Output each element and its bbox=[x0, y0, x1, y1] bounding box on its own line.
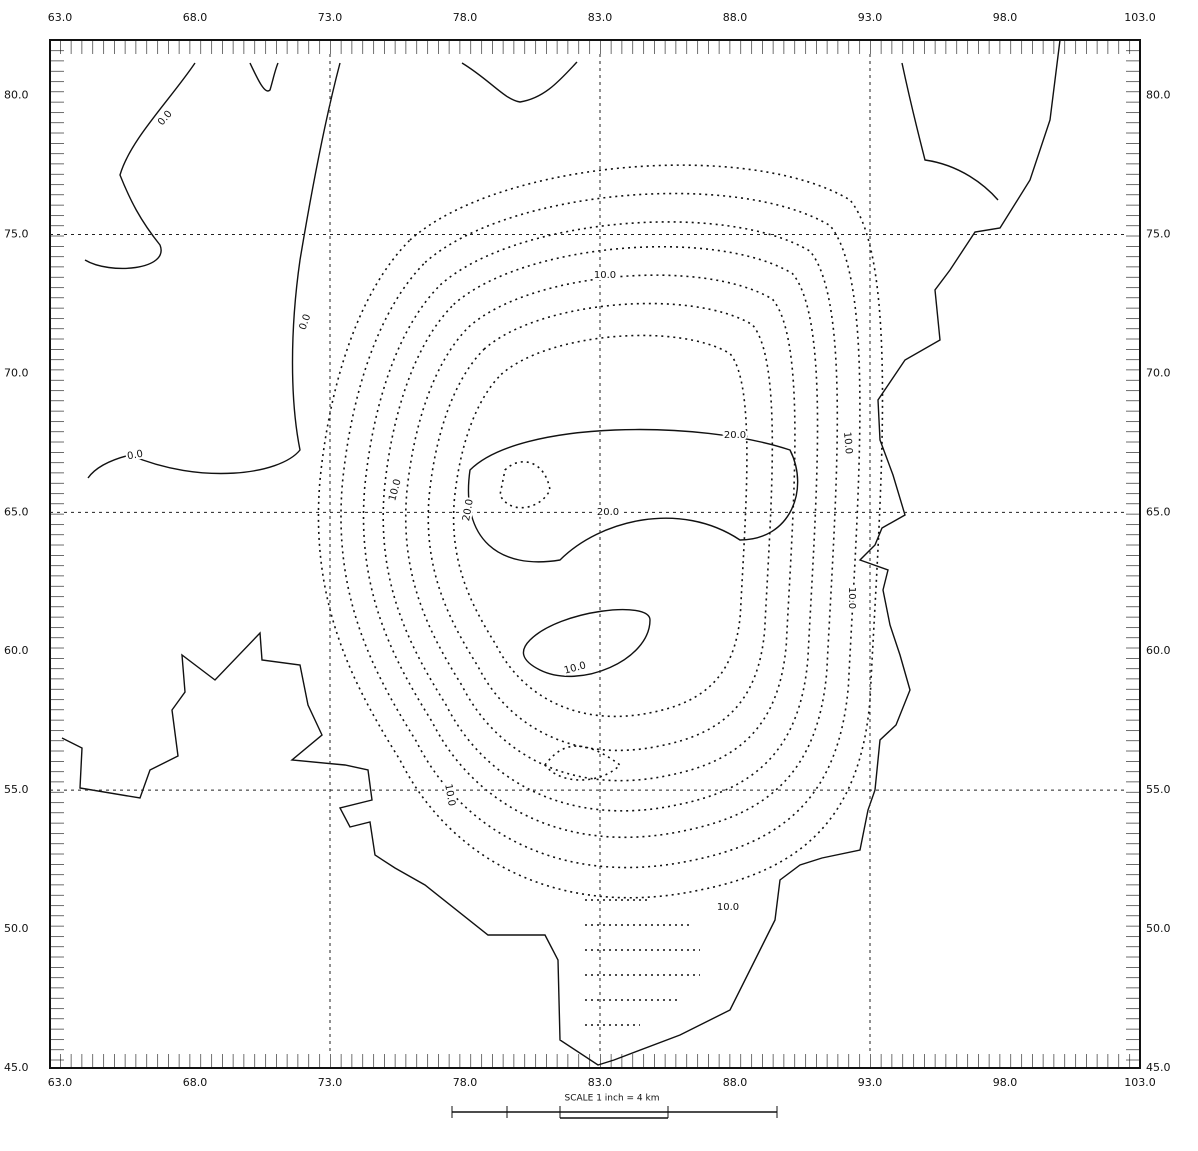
contour-line bbox=[545, 746, 620, 780]
contour-line bbox=[500, 462, 550, 508]
scale-bar: SCALE 1 inch = 4 km bbox=[452, 1094, 777, 1119]
ruler-bottom bbox=[50, 1054, 1140, 1068]
ruler-top bbox=[50, 40, 1140, 54]
scale-label: SCALE 1 inch = 4 km bbox=[565, 1094, 660, 1104]
contour-map: SCALE 1 inch = 4 km 63.0 63.0 68.0 68.0 73.0… bbox=[0, 0, 1198, 1147]
contour-label: 10.0 bbox=[594, 270, 616, 281]
contour-label: 10.0 bbox=[717, 902, 739, 913]
contour-label: 10.0 bbox=[841, 431, 854, 454]
x-tick-label: 78.0 bbox=[453, 1076, 478, 1089]
contour-line bbox=[250, 63, 278, 91]
contour-line bbox=[523, 610, 650, 677]
contour-label: 10.0 bbox=[846, 587, 857, 609]
y-tick-label: 55.0 bbox=[4, 783, 29, 796]
contour-label: 10.0 bbox=[387, 478, 403, 502]
x-tick-label: 73.0 bbox=[318, 11, 343, 24]
y-tick-label: 50.0 bbox=[1146, 922, 1171, 935]
x-tick-label: 83.0 bbox=[588, 1076, 613, 1089]
x-tick-label: 88.0 bbox=[723, 11, 748, 24]
y-tick-label: 45.0 bbox=[1146, 1061, 1171, 1074]
contour-label: 0.0 bbox=[126, 449, 144, 463]
y-tick-label: 80.0 bbox=[1146, 89, 1171, 102]
ruler-left bbox=[50, 40, 64, 1068]
y-tick-label: 65.0 bbox=[1146, 505, 1171, 518]
contour-label: 20.0 bbox=[461, 498, 476, 522]
x-tick-label: 98.0 bbox=[993, 11, 1018, 24]
frame bbox=[50, 40, 1140, 1068]
contour-line bbox=[88, 63, 340, 478]
x-tick-label: 68.0 bbox=[183, 11, 208, 24]
x-tick-label: 93.0 bbox=[858, 11, 883, 24]
y-tick-label: 60.0 bbox=[4, 644, 29, 657]
y-tick-label: 50.0 bbox=[4, 922, 29, 935]
y-tick-label: 70.0 bbox=[1146, 366, 1171, 379]
contour-label: 20.0 bbox=[597, 507, 619, 518]
x-tick-label: 98.0 bbox=[993, 1076, 1018, 1089]
coastline bbox=[62, 40, 1060, 1065]
y-tick-label: 80.0 bbox=[4, 89, 29, 102]
x-tick-label: 63.0 bbox=[48, 1076, 73, 1089]
contour-label: 10.0 bbox=[442, 783, 457, 807]
y-tick-label: 55.0 bbox=[1146, 783, 1171, 796]
contour-label: 20.0 bbox=[724, 430, 746, 441]
x-tick-label: 83.0 bbox=[588, 11, 613, 24]
x-tick-label: 93.0 bbox=[858, 1076, 883, 1089]
y-tick-label: 60.0 bbox=[1146, 644, 1171, 657]
contour-line bbox=[902, 63, 998, 200]
contour-line bbox=[468, 430, 797, 562]
contour-line bbox=[585, 900, 700, 1025]
contour-line bbox=[85, 63, 195, 268]
y-tick-label: 70.0 bbox=[4, 366, 29, 379]
x-tick-label: 73.0 bbox=[318, 1076, 343, 1089]
y-tick-label: 65.0 bbox=[4, 505, 29, 518]
y-tick-label: 45.0 bbox=[4, 1061, 29, 1074]
x-tick-label: 103.0 bbox=[1124, 1076, 1156, 1089]
x-tick-label: 63.0 bbox=[48, 11, 73, 24]
ruler-right bbox=[1126, 40, 1140, 1068]
contour-label: 0.0 bbox=[298, 313, 314, 332]
y-tick-label: 75.0 bbox=[1146, 227, 1171, 240]
contours bbox=[62, 40, 1060, 1065]
x-tick-label: 78.0 bbox=[453, 11, 478, 24]
contour-line bbox=[462, 62, 577, 102]
x-tick-label: 88.0 bbox=[723, 1076, 748, 1089]
x-tick-label: 68.0 bbox=[183, 1076, 208, 1089]
x-tick-label: 103.0 bbox=[1124, 11, 1156, 24]
y-tick-label: 75.0 bbox=[4, 227, 29, 240]
contour-label: 10.0 bbox=[563, 660, 587, 676]
